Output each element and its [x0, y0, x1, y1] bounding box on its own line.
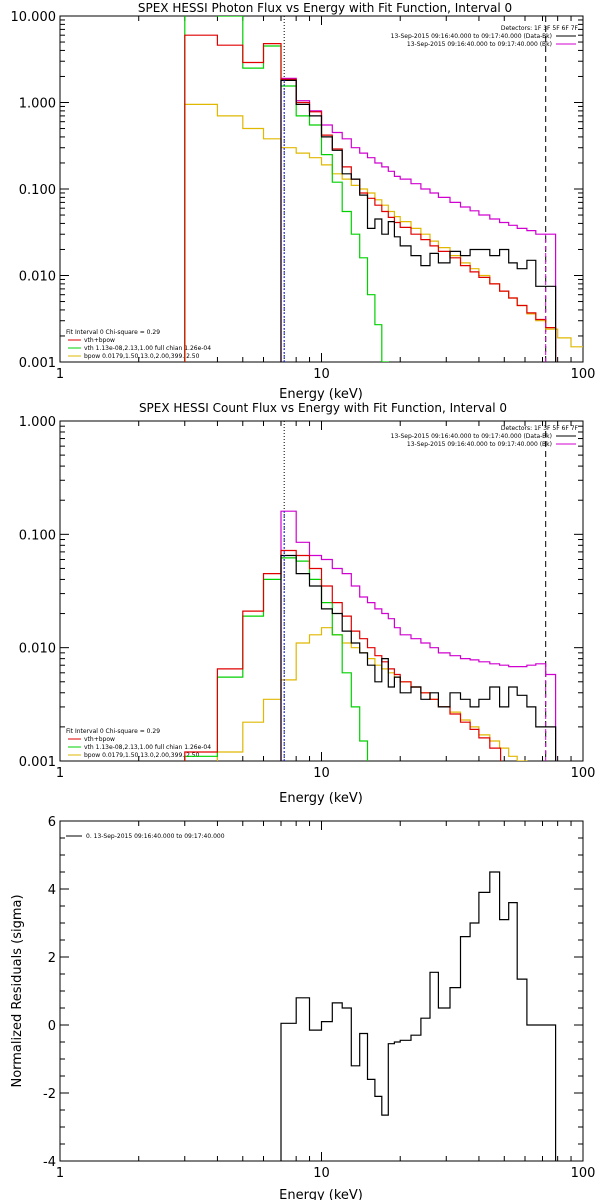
residuals-x-tick-label: 100 — [571, 1166, 596, 1181]
residuals-series-group — [280, 871, 557, 1161]
photon-flux-title: SPEX HESSI Photon Flux vs Energy with Fi… — [138, 1, 512, 15]
count-flux-fit-label-2: vth 1.13e-08,2.13,1.00 full chian 1.26e-… — [84, 744, 211, 751]
count-flux-x-tick-label: 100 — [571, 766, 596, 781]
photon-flux-x-axis-label: Energy (keV) — [279, 387, 363, 402]
residuals-y-axis-label: Normalized Residuals (sigma) — [10, 894, 25, 1087]
photon-flux-legend-swatches — [68, 35, 576, 357]
photon-flux-plot-frame — [59, 15, 584, 363]
count-flux-y-tick-label: 0.010 — [19, 642, 56, 657]
residuals-y-ticks: 6 4 2 0 -2 -4 — [43, 815, 583, 1170]
count-flux-y-tick-label: 1.000 — [19, 415, 56, 430]
residuals-legend-label: 0. 13-Sep-2015 09:16:40.000 to 09:17:40.… — [86, 833, 225, 840]
count-flux-x-ticks: 1 10 100 — [56, 421, 596, 781]
photon-flux-y-tick-label: 0.010 — [19, 270, 56, 285]
residuals-y-tick-label: -4 — [43, 1155, 56, 1170]
count-flux-series-data — [280, 554, 557, 761]
photon-flux-fit-label-3: bpow 0.0179,1.50,13.0,2.00,399.,2.50 — [84, 353, 200, 360]
residuals-x-ticks: 1 10 100 — [56, 821, 596, 1181]
residuals-x-tick-label: 10 — [313, 1166, 330, 1181]
count-flux-x-tick-label: 10 — [313, 766, 330, 781]
count-flux-x-tick-label: 1 — [56, 766, 64, 781]
photon-flux-detectors-label: Detectors: 1F 3F 5F 6F 7F — [501, 25, 579, 32]
photon-flux-series-background — [280, 77, 557, 362]
count-flux-time-label-bk: 13-Sep-2015 09:16:40.000 to 09:17:40.000… — [407, 441, 552, 448]
photon-flux-y-tick-label: 0.001 — [19, 356, 56, 371]
photon-flux-time-label-data: 13-Sep-2015 09:16:40.000 to 09:17:40.000… — [391, 33, 552, 40]
count-flux-fit-label-3: bpow 0.0179,1.50,13.0,2.00,399.,2.50 — [84, 752, 200, 759]
photon-flux-panel: SPEX HESSI Photon Flux vs Energy with Fi… — [11, 1, 596, 402]
photon-flux-x-tick-label: 10 — [313, 367, 330, 382]
photon-flux-y-tick-label: 10.000 — [11, 10, 57, 25]
photon-flux-y-tick-label: 1.000 — [19, 97, 56, 112]
count-flux-fit-label-0: Fit Interval 0 Chi-square = 0.29 — [66, 728, 160, 735]
photon-flux-series-data — [280, 79, 557, 362]
residuals-series-data — [280, 871, 557, 1161]
residuals-y-tick-label: -2 — [43, 1087, 56, 1102]
residuals-plot-frame — [59, 820, 584, 1162]
photon-flux-series-group — [184, 16, 583, 362]
photon-flux-series-model — [184, 34, 557, 362]
count-flux-fit-label-1: vth+bpow — [84, 736, 115, 743]
photon-flux-series-vth — [184, 16, 389, 362]
photon-flux-x-ticks: 1 10 100 — [56, 16, 596, 382]
count-flux-series-vth — [184, 557, 369, 761]
count-flux-series-model — [184, 549, 502, 761]
count-flux-y-tick-label: 0.100 — [19, 528, 56, 543]
residuals-y-tick-label: 6 — [48, 815, 56, 830]
photon-flux-time-label-bk: 13-Sep-2015 09:16:40.000 to 09:17:40.000… — [407, 41, 552, 48]
count-flux-series-group — [184, 510, 557, 761]
count-flux-y-ticks: 1.000 0.100 0.010 0.001 — [19, 415, 583, 770]
photon-flux-y-ticks: 10.000 1.000 0.100 0.010 0.001 — [11, 10, 583, 371]
photon-flux-x-tick-label: 1 — [56, 367, 64, 382]
count-flux-y-tick-label: 0.001 — [19, 755, 56, 770]
photon-flux-fit-label-1: vth+bpow — [84, 337, 115, 344]
count-flux-series-background — [280, 510, 557, 761]
photon-flux-fit-label-2: vth 1.13e-08,2.13,1.00 full chian 1.26e-… — [84, 345, 211, 352]
count-flux-title: SPEX HESSI Count Flux vs Energy with Fit… — [139, 401, 507, 415]
photon-flux-fit-label-0: Fit Interval 0 Chi-square = 0.29 — [66, 329, 160, 336]
residuals-y-tick-label: 0 — [48, 1019, 56, 1034]
count-flux-detectors-label: Detectors: 1F 3F 5F 6F 7F — [501, 425, 579, 432]
photon-flux-series-bpow — [184, 103, 583, 362]
residuals-panel: 0. 13-Sep-2015 09:16:40.000 to 09:17:40.… — [10, 815, 595, 1200]
photon-flux-y-tick-label: 0.100 — [19, 183, 56, 198]
count-flux-x-axis-label: Energy (keV) — [279, 791, 363, 806]
residuals-x-tick-label: 1 — [56, 1166, 64, 1181]
residuals-y-tick-label: 2 — [48, 951, 56, 966]
count-flux-legend-swatches — [68, 435, 576, 756]
residuals-y-tick-label: 4 — [48, 883, 56, 898]
count-flux-time-label-data: 13-Sep-2015 09:16:40.000 to 09:17:40.000… — [391, 433, 552, 440]
count-flux-panel: SPEX HESSI Count Flux vs Energy with Fit… — [19, 401, 596, 806]
residuals-x-axis-label: Energy (keV) — [279, 1188, 363, 1200]
photon-flux-x-tick-label: 100 — [571, 367, 596, 382]
